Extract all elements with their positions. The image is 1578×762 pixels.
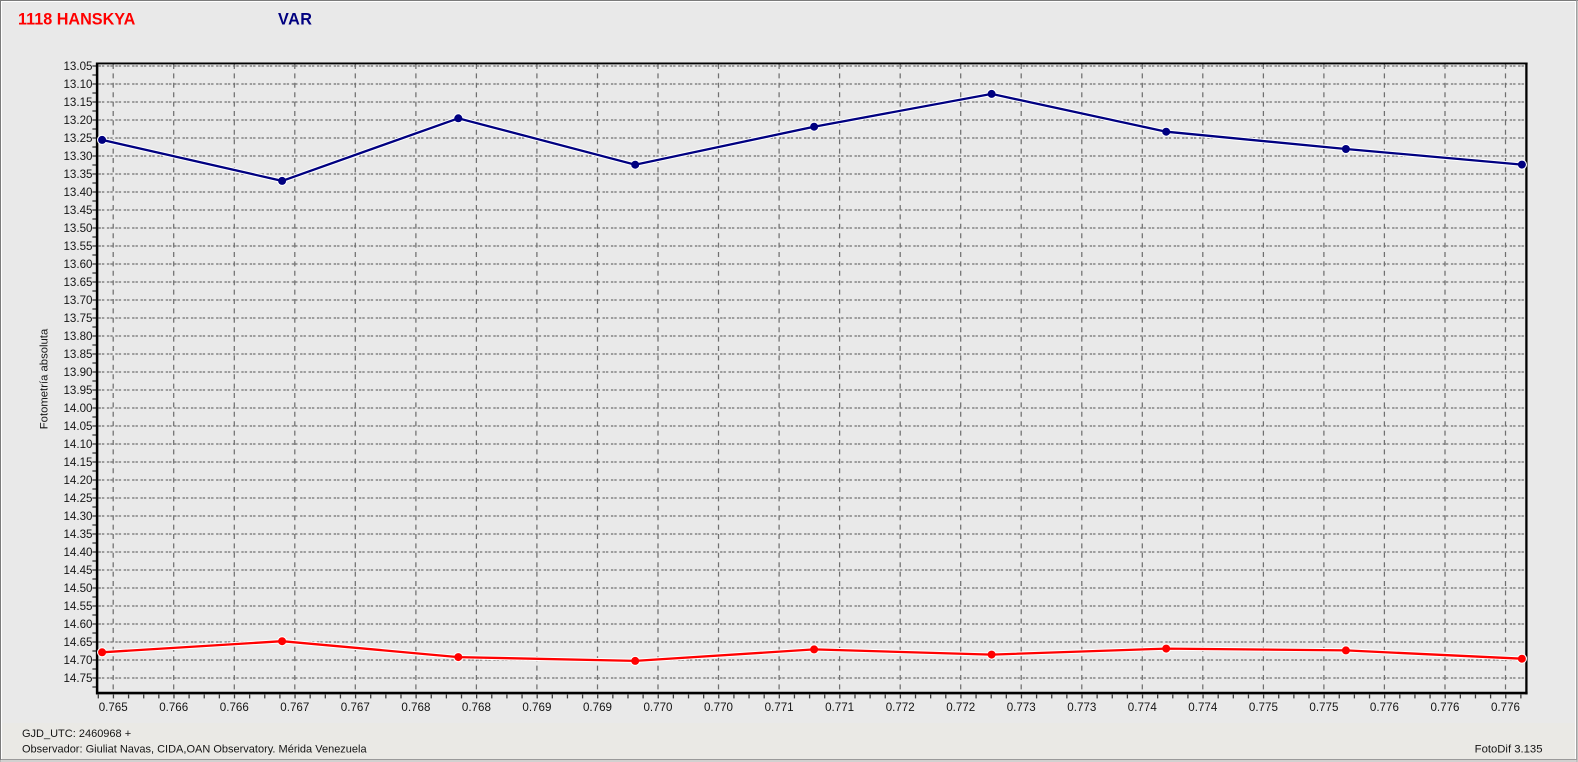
svg-text:0.769: 0.769 [522, 701, 551, 714]
svg-text:13.30: 13.30 [63, 150, 92, 163]
svg-text:13.10: 13.10 [63, 78, 92, 91]
svg-text:14.20: 14.20 [63, 474, 92, 487]
svg-text:0.769: 0.769 [583, 701, 612, 714]
svg-text:13.15: 13.15 [63, 96, 92, 109]
svg-text:14.45: 14.45 [63, 564, 92, 577]
svg-text:14.60: 14.60 [63, 618, 92, 631]
svg-text:13.35: 13.35 [63, 168, 92, 181]
svg-text:VAR: VAR [278, 11, 312, 29]
svg-text:14.25: 14.25 [63, 492, 92, 505]
svg-text:13.80: 13.80 [63, 330, 92, 343]
svg-text:13.90: 13.90 [63, 366, 92, 379]
svg-text:14.35: 14.35 [63, 528, 92, 541]
svg-text:0.768: 0.768 [462, 701, 491, 714]
svg-text:GJD_UTC: 2460968 +: GJD_UTC: 2460968 + [22, 728, 131, 740]
svg-text:0.767: 0.767 [341, 701, 370, 714]
svg-text:14.70: 14.70 [63, 654, 92, 667]
svg-text:13.70: 13.70 [63, 294, 92, 307]
svg-text:0.771: 0.771 [825, 701, 854, 714]
svg-text:0.774: 0.774 [1188, 701, 1218, 714]
svg-text:0.776: 0.776 [1491, 701, 1520, 714]
svg-text:14.05: 14.05 [63, 420, 92, 433]
svg-text:13.55: 13.55 [63, 240, 92, 253]
svg-text:13.25: 13.25 [63, 132, 92, 145]
svg-text:13.20: 13.20 [63, 114, 92, 127]
svg-text:13.95: 13.95 [63, 384, 92, 397]
svg-text:0.772: 0.772 [946, 701, 975, 714]
svg-text:13.05: 13.05 [63, 60, 92, 73]
svg-text:13.50: 13.50 [63, 222, 92, 235]
svg-text:14.00: 14.00 [63, 402, 92, 415]
svg-text:13.45: 13.45 [63, 204, 92, 217]
svg-text:14.40: 14.40 [63, 546, 92, 559]
svg-text:14.15: 14.15 [63, 456, 92, 469]
svg-text:Observador: Giuliat Navas, CID: Observador: Giuliat Navas, CIDA,OAN Obse… [22, 743, 367, 755]
svg-text:14.50: 14.50 [63, 582, 92, 595]
svg-text:0.770: 0.770 [704, 701, 733, 714]
svg-text:0.772: 0.772 [886, 701, 915, 714]
svg-text:13.65: 13.65 [63, 276, 92, 289]
svg-text:0.776: 0.776 [1370, 701, 1399, 714]
svg-text:1118 HANSKYA: 1118 HANSKYA [18, 11, 136, 29]
svg-text:0.773: 0.773 [1067, 701, 1096, 714]
svg-text:0.774: 0.774 [1128, 701, 1158, 714]
svg-text:13.40: 13.40 [63, 186, 92, 199]
svg-text:14.30: 14.30 [63, 510, 92, 523]
svg-text:14.10: 14.10 [63, 438, 92, 451]
svg-text:0.775: 0.775 [1249, 701, 1278, 714]
svg-text:14.75: 14.75 [63, 672, 92, 685]
svg-text:0.775: 0.775 [1309, 701, 1338, 714]
svg-text:0.768: 0.768 [401, 701, 430, 714]
svg-text:13.85: 13.85 [63, 348, 92, 361]
svg-text:14.65: 14.65 [63, 636, 92, 649]
svg-text:Fotometría absoluta: Fotometría absoluta [38, 328, 50, 429]
svg-text:0.771: 0.771 [765, 701, 794, 714]
svg-text:14.55: 14.55 [63, 600, 92, 613]
svg-text:13.60: 13.60 [63, 258, 92, 271]
svg-text:FotoDif 3.135: FotoDif 3.135 [1475, 744, 1543, 756]
svg-text:0.773: 0.773 [1007, 701, 1036, 714]
svg-text:0.767: 0.767 [280, 701, 309, 714]
svg-text:0.766: 0.766 [159, 701, 188, 714]
svg-text:0.770: 0.770 [643, 701, 672, 714]
svg-text:0.776: 0.776 [1430, 701, 1459, 714]
svg-text:0.765: 0.765 [99, 701, 128, 714]
svg-text:13.75: 13.75 [63, 312, 92, 325]
svg-text:0.766: 0.766 [220, 701, 249, 714]
